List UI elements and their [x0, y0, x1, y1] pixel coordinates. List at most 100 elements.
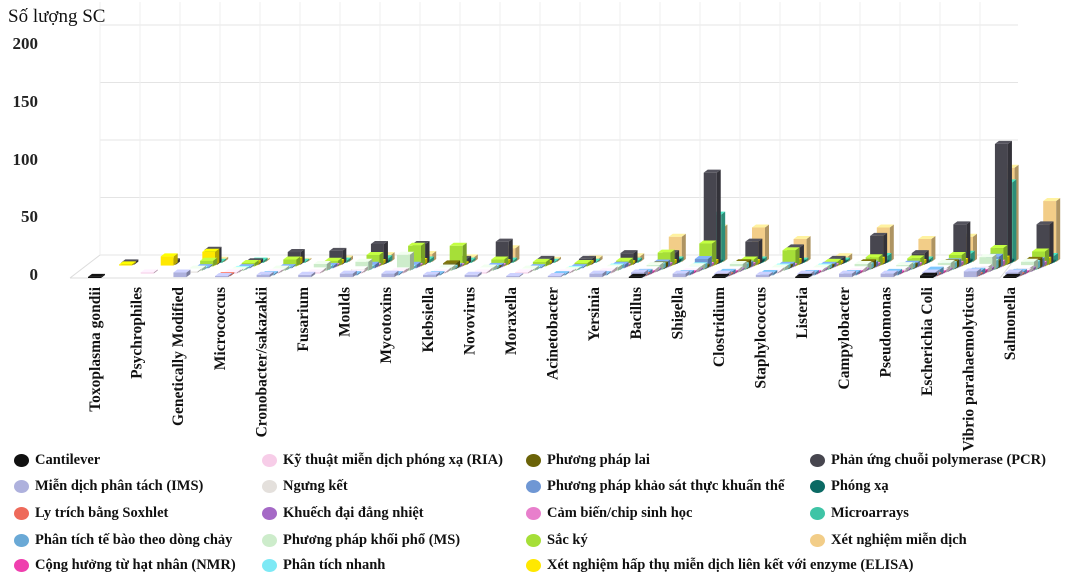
bar-top	[547, 272, 565, 276]
bar-side	[729, 272, 734, 277]
bar-side	[773, 270, 778, 276]
bar-side	[944, 268, 949, 274]
y-tick-label: 150	[13, 92, 39, 111]
bar-side	[519, 272, 524, 278]
bar-side	[541, 264, 546, 269]
bar-side	[883, 232, 888, 265]
bar-side	[802, 259, 807, 264]
x-tick-label: Campylobacter	[836, 287, 853, 390]
bar-top	[473, 269, 491, 273]
bar	[339, 273, 353, 278]
bar	[464, 274, 478, 278]
bar-side	[322, 267, 327, 273]
bar-top	[449, 242, 467, 246]
bar-top	[782, 247, 800, 251]
bar-top	[355, 258, 373, 262]
bar-top	[480, 264, 498, 268]
x-tick-label: Yersinia	[586, 287, 603, 342]
bar-side	[274, 271, 279, 276]
bar-side	[858, 270, 863, 275]
bar-top	[119, 261, 137, 265]
bar-side	[893, 270, 898, 278]
bar-side	[429, 256, 434, 263]
bar-top	[396, 251, 414, 255]
bar-side	[357, 271, 362, 276]
bar-top	[287, 249, 305, 253]
bar-side	[416, 261, 421, 269]
x-tick-label: Klebsiella	[420, 287, 437, 353]
bar-side	[589, 260, 594, 266]
bar-side	[821, 267, 826, 273]
bar-top	[963, 268, 981, 272]
bar-top	[88, 273, 105, 277]
x-tick-label: Moraxella	[503, 287, 520, 355]
y-tick-label: 100	[13, 150, 39, 169]
x-tick-label: Salmonella	[1002, 287, 1019, 360]
bar-side	[578, 265, 583, 270]
bar-side	[436, 271, 441, 278]
bar-side	[386, 259, 391, 264]
bar-side	[213, 257, 218, 267]
x-tick-label: Vibrio parahaemolyticus	[961, 287, 978, 451]
bar-side	[221, 258, 226, 263]
x-tick-label: Toxoplasma gondii	[87, 286, 104, 411]
bar-side	[305, 258, 310, 263]
bar-side	[565, 271, 570, 276]
bar-top	[589, 270, 607, 274]
bar-side	[637, 257, 642, 263]
bar-side	[602, 270, 607, 278]
bar-side	[464, 261, 469, 266]
bar-side	[440, 271, 445, 276]
bar	[283, 259, 297, 267]
bar-top	[515, 269, 533, 273]
bar-top	[140, 269, 158, 273]
bar	[119, 264, 133, 266]
bar-top	[506, 272, 524, 276]
x-tick-label: Mycotoxins	[378, 287, 395, 364]
bar-side	[1031, 266, 1036, 272]
bar-side	[668, 262, 673, 268]
x-tick-label: Bacillus	[628, 287, 645, 340]
bar-top	[870, 232, 888, 236]
bar-top	[865, 254, 883, 258]
bar-side	[497, 264, 502, 270]
y-tick-label: 50	[21, 207, 38, 226]
bar-side	[1056, 198, 1061, 262]
bar	[755, 274, 769, 278]
bar-side	[421, 242, 426, 267]
bar-side	[502, 263, 507, 268]
bar-top	[160, 253, 178, 257]
bar-top	[1020, 258, 1038, 262]
bar-side	[583, 264, 588, 269]
bar-side	[889, 224, 894, 262]
bar-top	[381, 270, 399, 274]
bar-side	[624, 261, 629, 269]
bar-side	[250, 264, 255, 269]
bar-side	[1027, 268, 1032, 274]
bar	[547, 275, 561, 278]
bar-side	[236, 269, 241, 274]
bar-side	[377, 263, 382, 268]
bar	[215, 275, 229, 278]
bar-top	[307, 269, 325, 273]
x-tick-label: Shigella	[669, 287, 686, 340]
bar-side	[823, 267, 828, 272]
bar-side	[710, 262, 715, 268]
bar-top	[1003, 273, 1021, 277]
bar-top	[699, 240, 717, 244]
bar-top	[729, 260, 747, 264]
bar-side	[451, 264, 456, 271]
bar-top	[688, 263, 706, 267]
bar-side	[906, 267, 911, 272]
bar-top	[974, 263, 992, 267]
bar-side	[611, 268, 616, 274]
bar-side	[368, 258, 373, 271]
x-tick-label: Genetically Modified	[170, 287, 187, 426]
bar-side	[793, 263, 798, 268]
bar-side	[768, 271, 773, 278]
bar-side	[394, 270, 399, 278]
x-tick-label: Fusarium	[295, 287, 312, 352]
bar-side	[361, 269, 366, 274]
bar-top	[313, 260, 331, 264]
bar-top	[1043, 198, 1061, 202]
